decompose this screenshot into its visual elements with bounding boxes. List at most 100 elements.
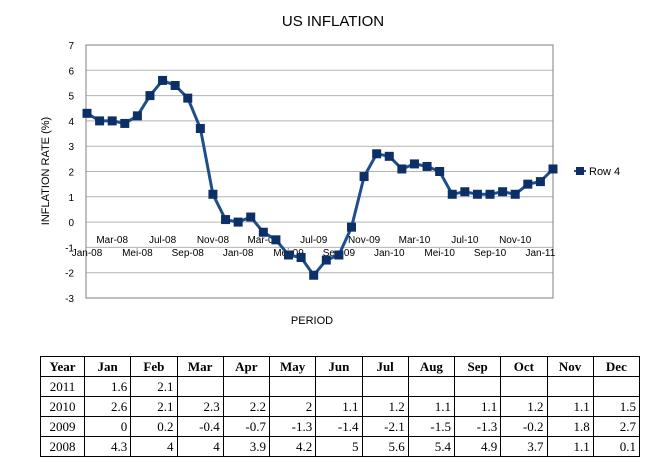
x-tick-label-upper: Jul-09	[300, 235, 328, 246]
y-tick-label: 4	[68, 117, 74, 128]
value-cell: 2.1	[130, 376, 178, 397]
data-point	[221, 215, 231, 225]
column-header: Aug	[407, 356, 456, 377]
data-point	[460, 187, 470, 197]
data-point	[170, 80, 180, 90]
value-cell: 4	[176, 436, 224, 457]
table-body: 2011 1.6 2.1 2010 2.6 2.1 2.3 2.2 2 1.1 1.2 1.1 1.1 1…	[40, 376, 641, 457]
y-tick-label: -1	[65, 243, 74, 254]
x-tick-label-upper: Nov-08	[197, 235, 230, 246]
x-tick-label-lower: Jan-08	[223, 248, 254, 259]
data-point	[309, 270, 319, 280]
value-cell: 1.1	[407, 396, 456, 417]
data-point	[359, 172, 369, 182]
column-header: May	[268, 356, 317, 377]
x-tick-label-lower: Sep-08	[172, 248, 205, 259]
x-tick-label-lower: Jan-08	[72, 248, 103, 259]
value-cell: 1.1	[315, 396, 363, 417]
series-row-4	[82, 75, 558, 280]
column-header: Dec	[592, 356, 641, 377]
y-tick-label: 6	[68, 66, 74, 77]
table-row: 2010 2.6 2.1 2.3 2.2 2 1.1 1.2 1.1 1.1 1.2 1.1 1.5	[40, 396, 641, 417]
value-cell: 2.6	[83, 396, 132, 417]
x-tick-label-upper: Mar-10	[399, 235, 431, 246]
year-cell: 2008	[40, 436, 85, 457]
value-cell: 4.3	[83, 436, 132, 457]
column-header: Jul	[361, 356, 409, 377]
x-axis-label: PERIOD	[291, 315, 333, 327]
x-tick-label-upper: Nov-09	[348, 235, 381, 246]
y-tick-label: 7	[68, 41, 74, 52]
value-cell: 4.2	[268, 436, 317, 457]
y-axis-label: INFLATION RATE (%)	[40, 117, 52, 225]
value-cell: -1.3	[453, 416, 502, 437]
x-tick-label-lower: Sep-10	[474, 248, 507, 259]
value-cell: 2.1	[130, 396, 178, 417]
value-cell: 5.4	[407, 436, 456, 457]
value-cell: 4	[130, 436, 178, 457]
data-point	[384, 151, 394, 161]
data-point	[535, 177, 545, 187]
data-point	[82, 108, 92, 118]
data-point	[120, 118, 130, 128]
data-point	[195, 123, 205, 133]
data-point	[334, 250, 344, 260]
y-tick-label: -2	[65, 269, 74, 280]
data-point	[321, 255, 331, 265]
data-point	[296, 253, 306, 263]
value-cell	[453, 376, 502, 397]
data-point	[435, 167, 445, 176]
value-cell: -1.4	[315, 416, 363, 437]
inflation-data-table: Year Jan Feb Mar Apr May Jun Jul Aug Sep Oct Nov Dec…	[40, 356, 641, 457]
column-header: Apr	[222, 356, 271, 377]
value-cell	[407, 376, 456, 397]
data-point	[510, 189, 520, 199]
value-cell: -0.4	[176, 416, 224, 437]
legend: Row 4	[574, 166, 620, 178]
value-cell	[546, 376, 594, 397]
data-point	[284, 250, 294, 260]
value-cell: 2.2	[222, 396, 271, 417]
value-cell: 0	[83, 416, 132, 437]
data-point	[271, 235, 281, 245]
value-cell: 2.3	[176, 396, 224, 417]
y-tick-label: 2	[68, 168, 74, 179]
y-tick-label: 0	[68, 218, 74, 229]
data-point	[523, 179, 533, 189]
x-tick-label-lower: Mei-08	[122, 248, 153, 259]
value-cell: 5.6	[361, 436, 409, 457]
value-cell: -0.7	[222, 416, 271, 437]
y-tick-label: 1	[68, 193, 74, 204]
column-header: Jun	[315, 356, 363, 377]
data-point	[472, 189, 482, 199]
data-point	[485, 189, 495, 199]
year-cell: 2009	[40, 416, 85, 437]
value-cell	[500, 376, 548, 397]
x-tick-label-lower: Jan-10	[374, 248, 405, 259]
table-row: 2008 4.3 4 4 3.9 4.2 5 5.6 5.4 4.9 3.7 1.1 0.1	[40, 436, 641, 457]
value-cell: 4.9	[453, 436, 502, 457]
value-cell: 1.1	[546, 396, 594, 417]
value-cell: 3.7	[500, 436, 548, 457]
data-point	[397, 164, 407, 174]
value-cell: -2.1	[361, 416, 409, 437]
value-cell: 1.6	[83, 376, 132, 397]
value-cell	[222, 376, 271, 397]
x-tick-label-upper: Mar-09	[247, 235, 279, 246]
data-point	[372, 149, 382, 159]
x-axis-ticks: Jan-08Mei-08Sep-08Jan-08Mei-09Sep-09Jan-…	[72, 235, 556, 259]
value-cell	[361, 376, 409, 397]
table-row: 2011 1.6 2.1	[40, 376, 641, 397]
column-header: Year	[40, 356, 85, 377]
value-cell: 0.2	[130, 416, 178, 437]
chart-title: US INFLATION	[282, 13, 384, 30]
value-cell: 1.5	[592, 396, 641, 417]
value-cell	[315, 376, 363, 397]
x-tick-label-lower: Jan-11	[525, 248, 555, 259]
y-tick-label: -3	[65, 294, 74, 305]
table-row: 2009 0 0.2 -0.4 -0.7 -1.3 -1.4 -2.1 -1.5 -1.3 -0.2…	[40, 416, 641, 437]
y-tick-label: 3	[68, 142, 74, 153]
legend-label: Row 4	[589, 166, 620, 178]
value-cell: 0.1	[592, 436, 641, 457]
year-cell: 2011	[40, 376, 85, 397]
